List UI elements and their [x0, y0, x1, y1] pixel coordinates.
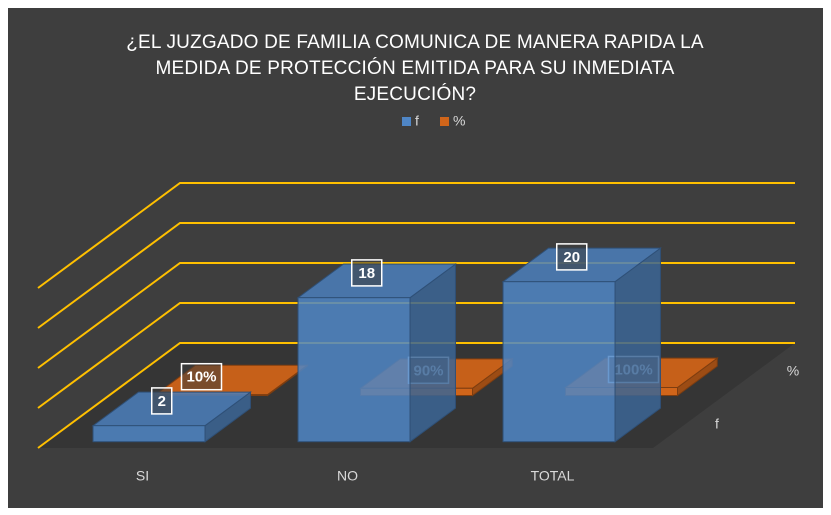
x-tick-label: SI: [136, 468, 149, 484]
data-label-box: [555, 243, 588, 271]
grid-line: [37, 222, 795, 329]
x-tick-label: NO: [337, 468, 358, 484]
data-label-box: [180, 362, 223, 391]
chart-title: ¿EL JUZGADO DE FAMILIA COMUNICA DE MANER…: [126, 32, 704, 105]
data-label-box: [150, 387, 173, 415]
bar-front: [92, 425, 206, 443]
legend-swatch: [402, 117, 411, 126]
depth-axis-label: %: [787, 363, 799, 379]
data-label: 2: [158, 393, 166, 410]
legend-swatch: [440, 117, 449, 126]
bar-front: [502, 281, 616, 443]
x-tick-label: TOTAL: [531, 468, 575, 484]
data-label: 18: [358, 265, 375, 282]
legend-label: f: [415, 113, 419, 129]
data-label-box: [350, 259, 383, 287]
data-label: 20: [563, 249, 580, 266]
depth-axis-label: f: [715, 416, 719, 432]
grid-line: [37, 182, 795, 289]
data-label: 10%: [186, 369, 216, 386]
legend-label: %: [453, 113, 465, 129]
bar-front: [297, 297, 411, 443]
